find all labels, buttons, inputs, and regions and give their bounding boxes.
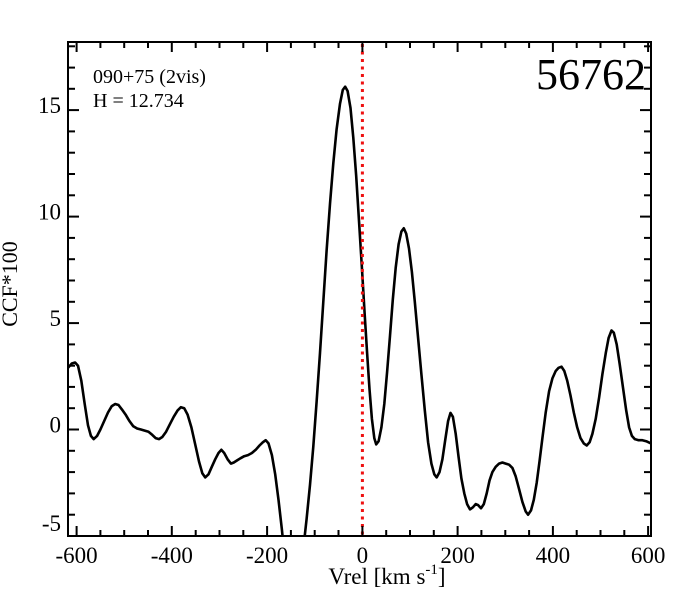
plot-frame xyxy=(67,41,652,537)
hmag-annotation: H = 12.734 xyxy=(93,90,184,112)
plot-layer: -600 -400 -200 0 200 400 600 -5 0 5 10 15 xyxy=(38,41,666,568)
x-tick-label: 0 xyxy=(357,543,369,568)
x-axis-title-close: ] xyxy=(438,564,446,589)
object-annotation: 090+75 (2vis) xyxy=(93,66,206,88)
ccf-curve xyxy=(68,85,651,536)
y-tick-label: 10 xyxy=(38,200,61,225)
id-label: 56762 xyxy=(536,50,646,99)
x-tick-label: -400 xyxy=(151,543,193,568)
x-tick-label: 200 xyxy=(440,543,475,568)
x-axis-title-main: Vrel [km s xyxy=(328,564,425,589)
x-tick-label: -600 xyxy=(56,543,98,568)
x-tick-label: 600 xyxy=(631,543,666,568)
y-axis-title: CCF*100 xyxy=(0,241,22,327)
y-tick-label: -5 xyxy=(42,511,61,536)
x-tick-label: 400 xyxy=(536,543,571,568)
x-axis-title-superscript: -1 xyxy=(425,562,438,578)
x-tick-label: -200 xyxy=(246,543,288,568)
y-tick-label: 5 xyxy=(50,306,62,331)
y-tick-label: 0 xyxy=(50,413,62,438)
y-tick-label: 15 xyxy=(38,93,61,118)
x-axis-title: Vrel [km s-1] xyxy=(328,562,445,589)
